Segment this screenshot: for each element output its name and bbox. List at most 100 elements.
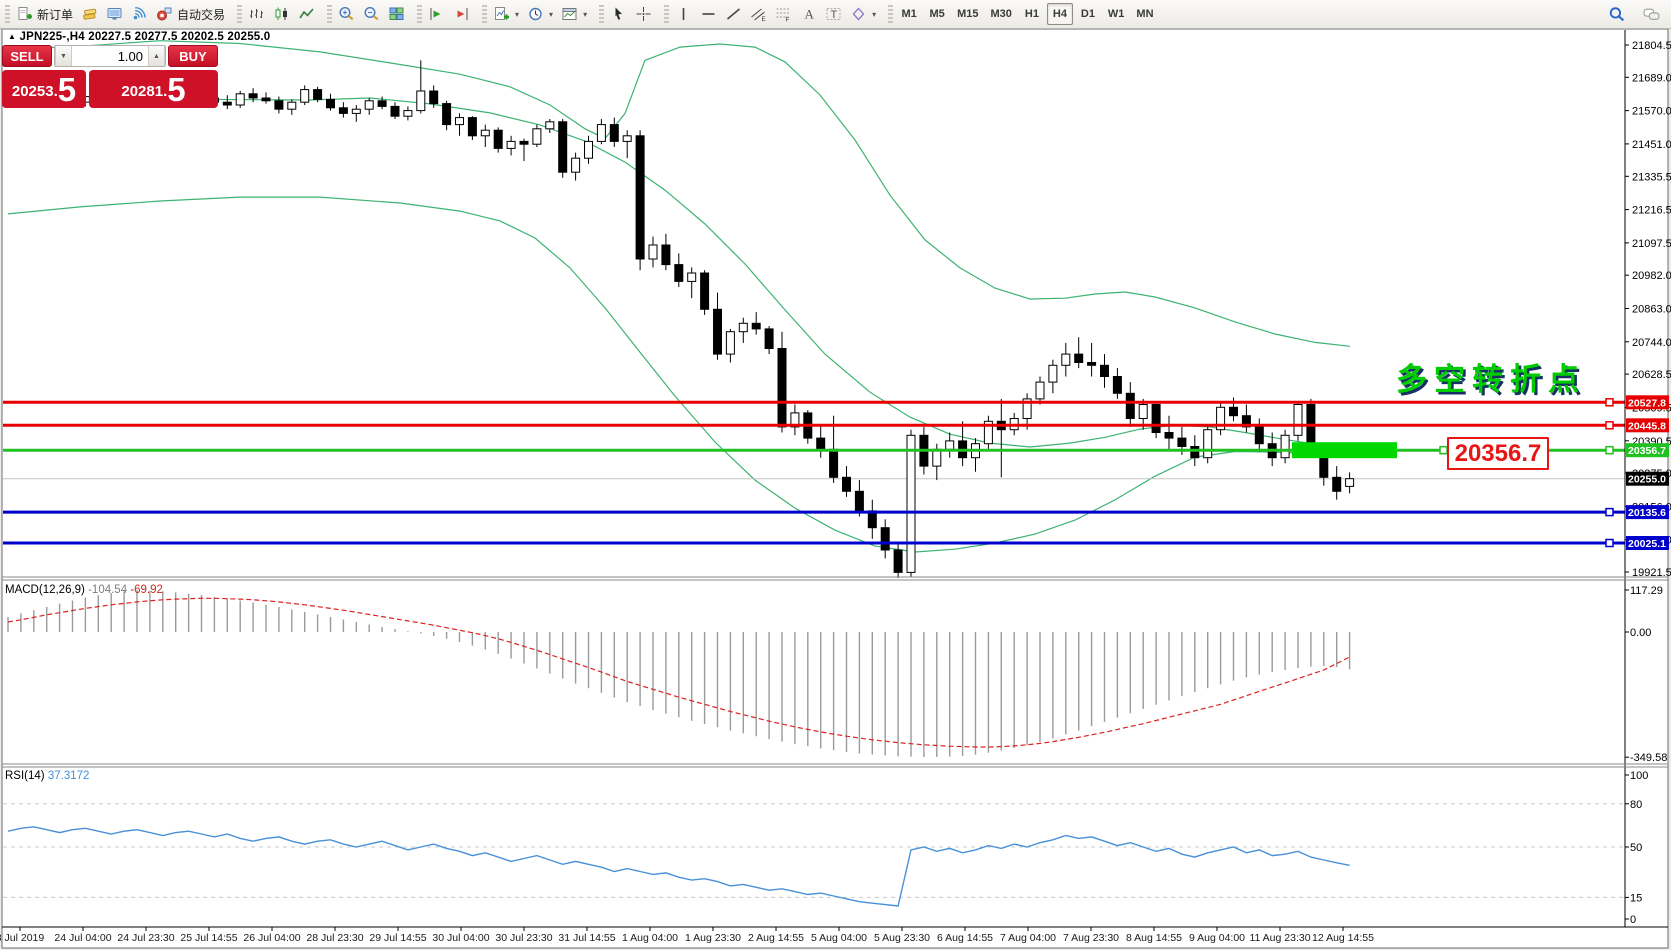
trendline-tool-button[interactable]: [721, 2, 746, 26]
svg-text:7 Aug 23:30: 7 Aug 23:30: [1063, 932, 1119, 944]
level-lines[interactable]: [3, 398, 1625, 548]
toolbar-grip[interactable]: [482, 5, 488, 23]
auto-scroll-button[interactable]: [424, 2, 449, 26]
rsi-value: 37.3172: [47, 770, 90, 782]
volume-decrease-button[interactable]: ▼: [55, 46, 72, 66]
timeframe-m5[interactable]: M5: [924, 3, 950, 25]
timeframe-m15[interactable]: M15: [952, 3, 983, 25]
zoom-out-button[interactable]: [359, 2, 384, 26]
sell-price[interactable]: 20253. 5: [2, 70, 86, 108]
horizontal-line-tool-button[interactable]: [696, 2, 721, 26]
timeframe-m30[interactable]: M30: [986, 3, 1017, 25]
autotrading-button[interactable]: 自动交易: [152, 2, 229, 26]
vertical-line-tool-button[interactable]: [671, 2, 696, 26]
svg-text:20356.7: 20356.7: [1628, 445, 1666, 457]
svg-text:-349.58: -349.58: [1630, 752, 1667, 764]
new-chart-button[interactable]: ▾: [489, 2, 523, 26]
zoom-in-button[interactable]: [334, 2, 359, 26]
new-order-button[interactable]: 新订单: [12, 2, 77, 26]
text-label-icon: T: [826, 8, 841, 21]
svg-text:28 Jul 23:30: 28 Jul 23:30: [306, 932, 363, 944]
toolbar-grip[interactable]: [417, 5, 423, 23]
channel-tool-button[interactable]: E: [746, 2, 771, 26]
buy-button[interactable]: BUY: [168, 45, 218, 67]
chart-shift-button[interactable]: [449, 2, 474, 26]
text-tool-button[interactable]: A: [796, 2, 821, 26]
shapes-tool-button[interactable]: ▾: [846, 2, 880, 26]
svg-text:21804.5: 21804.5: [1632, 40, 1671, 52]
turning-point-annotation[interactable]: 多空转折点: [1396, 362, 1586, 397]
buy-price-main: 20281: [121, 83, 164, 100]
svg-text:E: E: [762, 17, 766, 22]
cursor-tool-button[interactable]: [606, 2, 631, 26]
macd-pane-splitter[interactable]: [2, 576, 1668, 582]
fibonacci-tool-button[interactable]: F: [771, 2, 796, 26]
volume-stepper: ▼ ▲: [54, 45, 166, 67]
crosshair-tool-button[interactable]: [631, 2, 656, 26]
toolbar: 新订单 自动交易 ▾ ▾ ▾: [0, 0, 1671, 29]
ohlc-low: 20202.5: [181, 31, 224, 43]
bar-chart-icon: [250, 9, 264, 18]
chart-title: ▲ JPN225-,H4 20227.5 20277.5 20202.5 202…: [8, 31, 270, 43]
svg-text:29 Jul 14:55: 29 Jul 14:55: [369, 932, 426, 944]
rsi-pane[interactable]: 100 80 50 15 0: [3, 768, 1648, 927]
svg-text:1 Aug 23:30: 1 Aug 23:30: [685, 932, 741, 944]
line-chart-mode-button[interactable]: [294, 2, 319, 26]
vertical-line-icon: [682, 8, 685, 20]
timeframe-toolbar: M1 M5 M15 M30 H1 H4 D1 W1 MN: [883, 0, 1162, 28]
trendline-icon: [727, 8, 741, 20]
toolbar-grip[interactable]: [237, 5, 243, 23]
toolbar-grip[interactable]: [664, 5, 670, 23]
tile-windows-button[interactable]: [384, 2, 409, 26]
toolbar-grip[interactable]: [327, 5, 333, 23]
signals-button[interactable]: [127, 2, 152, 26]
macd-signal-value: -69.92: [130, 584, 163, 596]
candles-layer: [3, 60, 1355, 578]
new-chart-icon: [495, 7, 510, 20]
zoom-out-icon: [364, 6, 379, 21]
timeframe-h1[interactable]: H1: [1019, 3, 1045, 25]
clock-icon: [529, 7, 542, 21]
timeframe-w1[interactable]: W1: [1103, 3, 1130, 25]
autotrading-icon: [157, 7, 172, 21]
search-button[interactable]: [1604, 2, 1630, 26]
svg-text:21097.5: 21097.5: [1632, 238, 1671, 250]
volume-input[interactable]: [72, 46, 148, 66]
timeframe-d1[interactable]: D1: [1075, 3, 1101, 25]
sell-button[interactable]: SELL: [2, 45, 52, 67]
ohlc-close: 20255.0: [227, 31, 271, 43]
channel-icon: E: [751, 8, 766, 22]
shapes-icon: [852, 7, 865, 21]
market-watch-button[interactable]: [77, 2, 102, 26]
chat-button[interactable]: [1638, 2, 1665, 26]
svg-text:9 Aug 04:00: 9 Aug 04:00: [1189, 932, 1245, 944]
price-tag-label[interactable]: 20356.7: [1447, 437, 1549, 470]
toolbar-grip[interactable]: [888, 5, 894, 23]
svg-text:12 Aug 14:55: 12 Aug 14:55: [1312, 932, 1374, 944]
candlestick-mode-button[interactable]: [269, 2, 294, 26]
macd-pane[interactable]: 117.29 0.00 -349.58: [7, 582, 1667, 764]
buy-price[interactable]: 20281. 5: [89, 70, 218, 108]
crosshair-icon: [636, 7, 651, 21]
data-center-button[interactable]: [102, 2, 127, 26]
svg-text:20135.6: 20135.6: [1628, 507, 1666, 519]
rsi-pane-splitter[interactable]: [2, 763, 1668, 769]
price-axis[interactable]: 21804.5 21689.0 21570.0 21451.0 21335.5 21216…: [1624, 30, 1671, 927]
svg-text:1 Aug 04:00: 1 Aug 04:00: [622, 932, 678, 944]
window-layout-button[interactable]: ▾: [557, 2, 591, 26]
time-axis[interactable]: 3 Jul 2019 24 Jul 04:00 24 Jul 23:30 25 Jul…: [0, 926, 1668, 944]
volume-increase-button[interactable]: ▲: [148, 46, 165, 66]
profiles-button[interactable]: ▾: [523, 2, 557, 26]
svg-text:3 Jul 2019: 3 Jul 2019: [0, 932, 44, 944]
label-tool-button[interactable]: T: [821, 2, 846, 26]
ohlc-high: 20277.5: [134, 31, 178, 43]
terminal-icon: [107, 8, 122, 20]
toolbar-grip[interactable]: [599, 5, 605, 23]
timeframe-h4[interactable]: H4: [1046, 3, 1073, 25]
bar-chart-mode-button[interactable]: [244, 2, 269, 26]
cursor-icon: [615, 7, 623, 20]
toolbar-grip[interactable]: [5, 5, 10, 23]
timeframe-m1[interactable]: M1: [896, 3, 922, 25]
timeframe-mn[interactable]: MN: [1131, 3, 1158, 25]
